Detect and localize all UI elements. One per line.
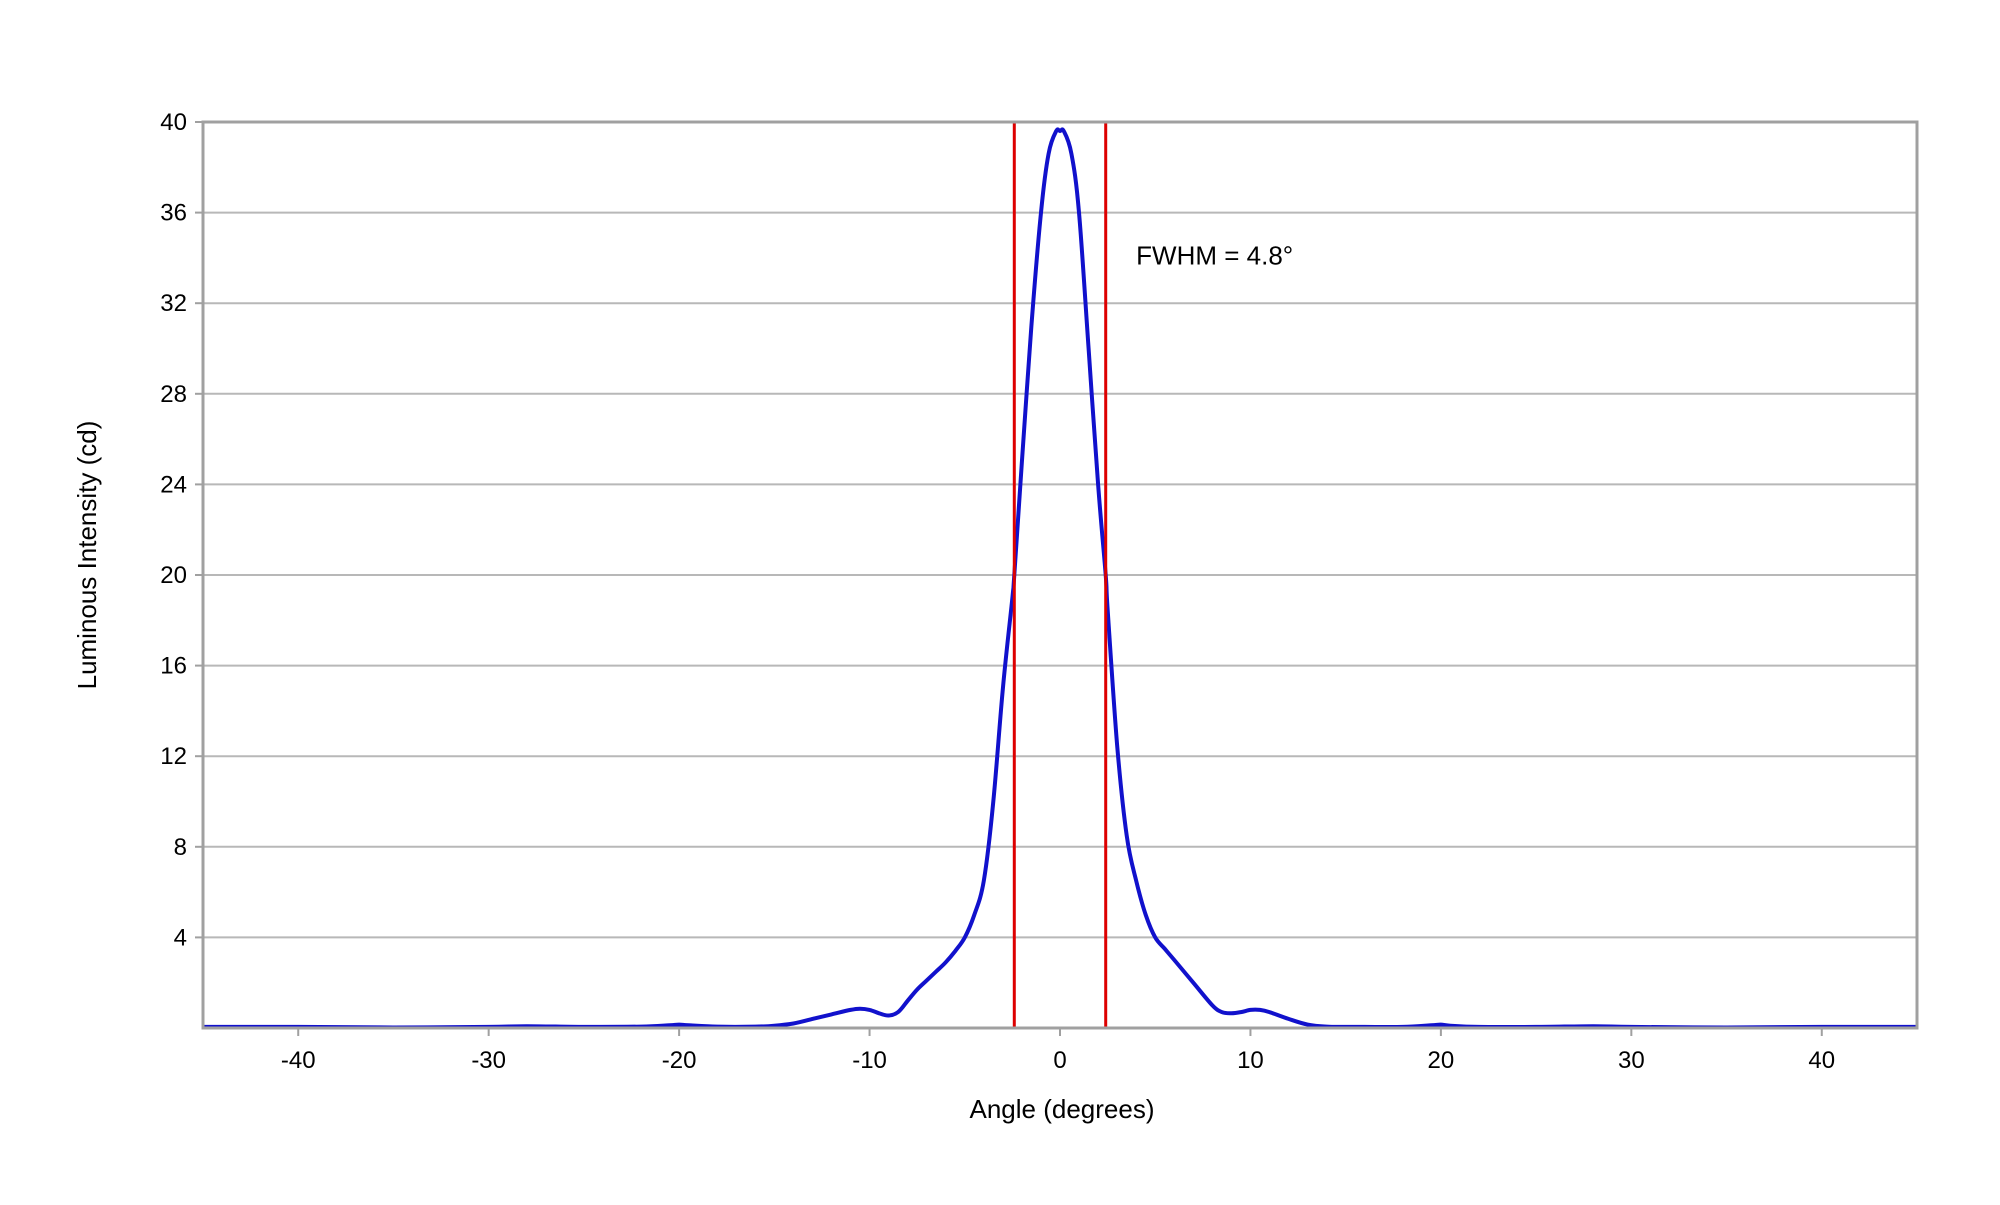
y-tick-label: 8 [174,834,187,861]
x-tick-label: 0 [1053,1047,1066,1074]
y-tick-label: 20 [160,562,187,589]
x-axis-ticks: -40 -30 -20 -10 0 10 20 30 40 [281,1028,1835,1074]
y-axis-title: Luminous Intensity (cd) [72,421,102,690]
x-tick-label: 40 [1808,1047,1835,1074]
x-axis-title: Angle (degrees) [970,1094,1155,1124]
y-axis-ticks: 4 8 12 16 20 24 28 32 36 40 [160,109,203,951]
y-tick-label: 32 [160,290,187,317]
y-tick-label: 28 [160,381,187,408]
fwhm-markers [1012,122,1108,1028]
x-tick-label: -40 [281,1047,316,1074]
x-tick-label: 20 [1428,1047,1455,1074]
series-line [202,127,1918,1030]
y-tick-label: 24 [160,471,187,498]
y-tick-label: 36 [160,200,187,227]
y-tick-label: 16 [160,653,187,680]
x-tick-label: 10 [1237,1047,1264,1074]
x-tick-label: 30 [1618,1047,1645,1074]
y-tick-label: 12 [160,743,187,770]
fwhm-annotation: FWHM = 4.8° [1136,241,1293,271]
grid [203,121,1917,939]
y-tick-label: 4 [174,924,187,951]
x-tick-label: -30 [471,1047,506,1074]
series-group [202,127,1918,1030]
x-tick-label: -10 [852,1047,887,1074]
y-tick-label: 40 [160,109,187,136]
x-tick-label: -20 [662,1047,697,1074]
